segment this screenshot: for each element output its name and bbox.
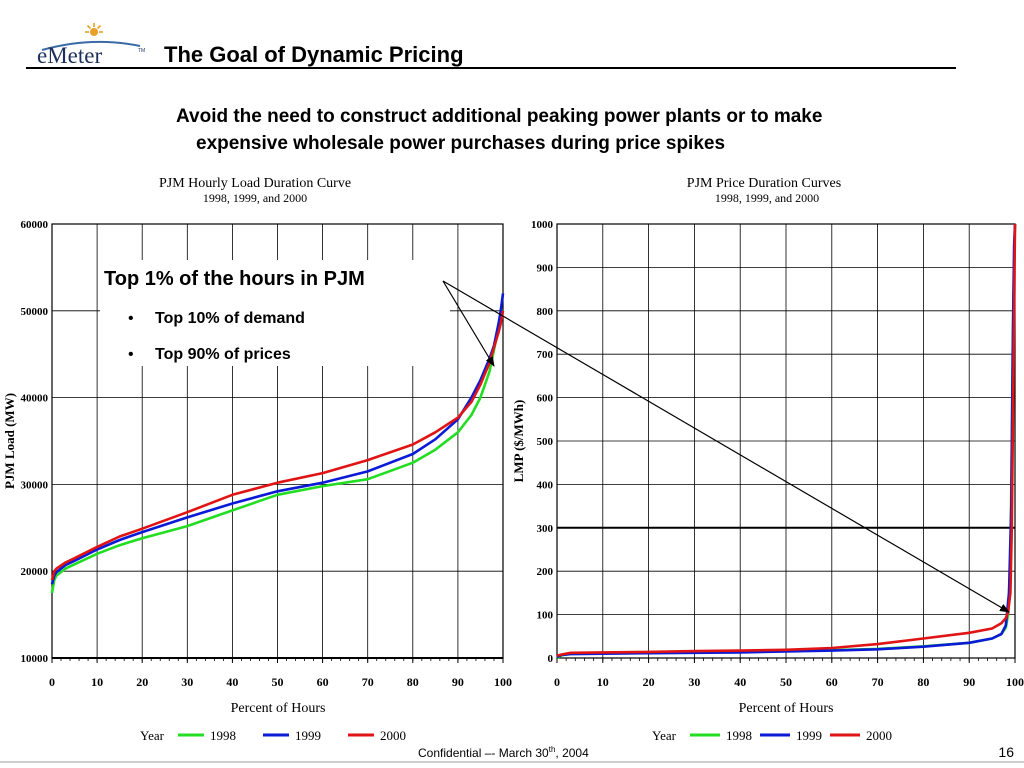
chart-title: PJM Hourly Load Duration Curve (159, 176, 351, 191)
x-tick-label: 80 (917, 675, 929, 689)
x-tick-label: 80 (407, 675, 419, 689)
legend-label: 2000 (380, 728, 406, 743)
x-tick-label: 40 (226, 675, 238, 689)
callout-bullet-icon: • (128, 310, 134, 327)
y-tick-label: 20000 (21, 566, 49, 578)
legend-title: Year (652, 728, 677, 743)
y-tick-label: 700 (537, 349, 554, 361)
x-tick-label: 10 (597, 675, 609, 689)
x-axis-label: Percent of Hours (231, 701, 326, 716)
chart-title: PJM Price Duration Curves (687, 176, 841, 191)
x-tick-label: 50 (780, 675, 792, 689)
y-tick-label: 0 (548, 653, 554, 665)
y-tick-label: 600 (537, 393, 554, 405)
y-tick-label: 1000 (531, 219, 554, 231)
series-lines (556, 223, 1017, 660)
subtitle-line-1: Avoid the need to construct additional p… (176, 106, 822, 127)
y-tick-label: 800 (537, 306, 554, 318)
y-tick-label: 30000 (21, 479, 49, 491)
x-tick-label: 60 (826, 675, 838, 689)
x-tick-label: 90 (452, 675, 464, 689)
y-tick-labels: 10000 20000 30000 40000 50000 60000 (21, 219, 49, 665)
subtitle-line-2: expensive wholesale power purchases duri… (196, 133, 725, 154)
chart-subtitle: 1998, 1999, and 2000 (715, 191, 819, 205)
x-tick-label: 20 (136, 675, 148, 689)
x-tick-labels: 0 10 20 30 40 50 60 70 80 90 100 (49, 675, 512, 689)
legend-label: 2000 (866, 728, 892, 743)
callout: Top 1% of the hours in PJM • Top 10% of … (100, 260, 450, 366)
page-number: 16 (998, 744, 1014, 760)
x-tick-label: 90 (963, 675, 975, 689)
x-tick-label: 30 (688, 675, 700, 689)
x-tick-label: 100 (1006, 675, 1024, 689)
x-tick-label: 30 (181, 675, 193, 689)
series-line-1998 (50, 310, 505, 594)
x-tick-label: 70 (872, 675, 884, 689)
y-tick-label: 200 (537, 566, 554, 578)
page-title: The Goal of Dynamic Pricing (164, 42, 464, 67)
y-tick-labels: 0 100 200 300 400 500 600 700 800 900 1000 (531, 219, 554, 665)
logo-trademark: TM (138, 48, 145, 54)
x-tick-label: 60 (317, 675, 329, 689)
price-duration-chart: PJM Price Duration Curves 1998, 1999, an… (511, 176, 1024, 743)
x-tick-label: 10 (91, 675, 103, 689)
x-tick-label: 100 (494, 675, 512, 689)
callout-title: Top 1% of the hours in PJM (104, 268, 365, 290)
footer-confidential: Confidential –- March 30th, 2004 (418, 745, 589, 760)
x-tick-label: 70 (362, 675, 374, 689)
y-tick-label: 300 (537, 523, 554, 535)
x-tick-label: 50 (272, 675, 284, 689)
y-tick-label: 500 (537, 436, 554, 448)
legend-label: 1998 (726, 728, 752, 743)
callout-bullet-icon: • (128, 346, 134, 363)
legend-label: 1998 (210, 728, 236, 743)
callout-bullet: Top 10% of demand (155, 310, 305, 327)
legend-title: Year (140, 728, 165, 743)
x-tick-label: 40 (734, 675, 746, 689)
x-tick-label: 0 (49, 675, 55, 689)
x-tick-label: 0 (554, 675, 560, 689)
y-tick-label: 10000 (21, 653, 49, 665)
y-tick-label: 60000 (21, 219, 49, 231)
legend: Year 1998 1999 2000 (652, 728, 892, 743)
x-axis-label: Percent of Hours (739, 701, 834, 716)
callout-background (100, 260, 450, 366)
y-tick-label: 50000 (21, 306, 49, 318)
arrow-to-price-curve (442, 280, 1010, 613)
y-axis-label: LMP ($/MWh) (511, 400, 526, 483)
logo: eMeter TM (37, 23, 145, 68)
series-line-2000 (556, 223, 1017, 658)
y-tick-label: 40000 (21, 393, 49, 405)
y-tick-label: 400 (537, 479, 554, 491)
callout-bullet: Top 90% of prices (155, 346, 291, 363)
logo-text: eMeter (37, 43, 102, 68)
y-axis-label: PJM Load (MW) (2, 393, 17, 489)
chart-subtitle: 1998, 1999, and 2000 (203, 191, 307, 205)
logo-burst-icon (85, 23, 103, 36)
y-tick-label: 100 (537, 610, 554, 622)
legend-label: 1999 (796, 728, 822, 743)
x-tick-label: 20 (643, 675, 655, 689)
grid-lines (556, 223, 1016, 663)
legend-label: 1999 (295, 728, 321, 743)
logo-swoosh (41, 40, 141, 51)
y-tick-label: 900 (537, 262, 554, 274)
x-tick-labels: 0 10 20 30 40 50 60 70 80 90 100 (554, 675, 1024, 689)
legend: Year 1998 1999 2000 (140, 728, 406, 743)
arrow-to-load-curve (442, 280, 495, 367)
